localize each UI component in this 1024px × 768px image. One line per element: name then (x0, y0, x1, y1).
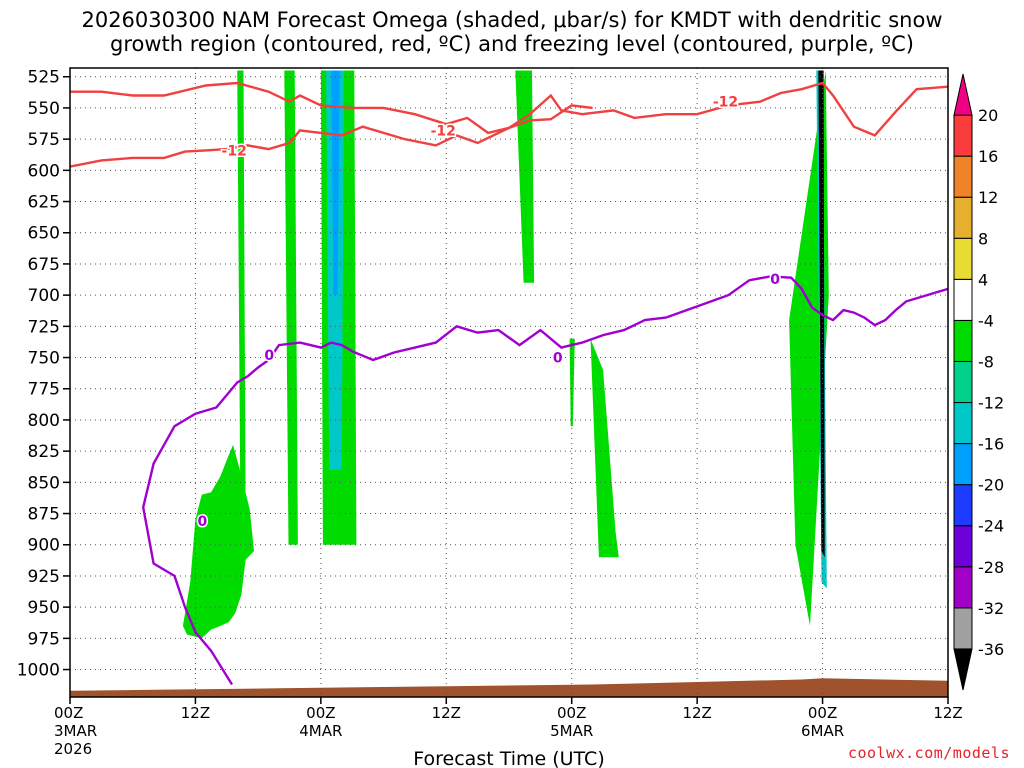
chart-title-line1: 2026030300 NAM Forecast Omega (shaded, μ… (81, 8, 943, 32)
freezing-level-label-1: 0 (264, 348, 274, 364)
y-tick-label: 825 (28, 442, 60, 462)
y-tick-label: 675 (28, 255, 60, 275)
colorbar-level-label: 20 (978, 106, 998, 125)
colorbar-swatch-2 (953, 566, 973, 609)
colorbar-level-label: 12 (978, 188, 998, 207)
freezing-level-label-2: 0 (553, 351, 563, 367)
y-tick-label: 600 (28, 161, 60, 181)
colorbar-level-label: -8 (978, 352, 994, 371)
chart-title-line2: growth region (contoured, red, ºC) and f… (110, 32, 914, 56)
y-tick-label: 550 (28, 99, 60, 119)
omega-region-low-level-lift (182, 444, 254, 639)
colorbar-level-label: -4 (978, 311, 994, 330)
x-tick-label-time: 12Z (432, 704, 461, 722)
source-credit[interactable]: coolwx.com/models (847, 744, 1010, 762)
y-tick-label: 800 (28, 411, 60, 431)
x-tick-label-date: 6MAR (801, 722, 844, 740)
colorbar-level-label: -36 (978, 640, 1004, 659)
x-tick-label-date: 5MAR (550, 722, 593, 740)
y-tick-label: 775 (28, 380, 60, 400)
colorbar-swatch-12 (953, 155, 973, 198)
colorbar-swatch-1 (953, 607, 973, 650)
x-tick-label-time: 00Z (306, 704, 335, 722)
freezing-level-curve (141, 275, 948, 686)
colorbar-swatch-14 (953, 73, 973, 116)
freezing-level-label-3: 0 (770, 272, 780, 288)
y-tick-label: 850 (28, 473, 60, 493)
x-tick-label-year: 2026 (54, 740, 92, 758)
plot-frame (69, 67, 949, 698)
y-tick-label: 700 (28, 286, 60, 306)
x-axis-title: Forecast Time (UTC) (413, 748, 604, 768)
colorbar-level-label: 16 (978, 147, 998, 166)
x-tick-label-time: 12Z (682, 704, 711, 722)
y-tick-label: 650 (28, 224, 60, 244)
x-tick-label-date: 4MAR (299, 722, 342, 740)
colorbar-level-label: -20 (978, 476, 1004, 495)
colorbar-swatch-0 (953, 648, 973, 691)
colorbar-swatch-6 (953, 402, 973, 445)
colorbar-level-label: -16 (978, 435, 1004, 454)
omega-region-5MAR-lift (590, 338, 619, 558)
colorbar-swatch-5 (953, 443, 973, 486)
omega-region-band-2 (284, 70, 298, 545)
colorbar-level-label: -28 (978, 558, 1004, 577)
colorbar-level-label: -32 (978, 599, 1004, 618)
colorbar-swatch-3 (953, 525, 973, 568)
x-tick-label-time: 00Z (54, 704, 83, 722)
isotherm-minus12-curve-2 (70, 104, 593, 168)
y-tick-label: 875 (28, 505, 60, 525)
colorbar-level-label: -24 (978, 517, 1004, 536)
freezing-level-label-4: 0 (198, 514, 208, 530)
colorbar-level-label: 4 (978, 270, 988, 289)
y-tick-label: 575 (28, 130, 60, 150)
colorbar-swatch-9 (953, 278, 973, 321)
colorbar-swatch-13 (953, 114, 973, 157)
plot-area: -12 -12 -12 0 0 0 0 (70, 68, 948, 697)
y-tick-label: 625 (28, 193, 60, 213)
colorbar-swatch-4 (953, 484, 973, 527)
omega-region-early-5MAR (569, 338, 575, 427)
y-tick-label: 925 (28, 567, 60, 587)
colorbar-swatch-8 (953, 319, 973, 362)
y-tick-label: 750 (28, 349, 60, 369)
y-tick-label: 725 (28, 317, 60, 337)
colorbar-swatch-10 (953, 237, 973, 280)
y-tick-label: 1000 (17, 661, 60, 681)
colorbar-swatch-11 (953, 196, 973, 239)
isotherm-minus12-label-2: -12 (713, 95, 738, 111)
x-tick-label-time: 12Z (181, 704, 210, 722)
omega-region-band-3-inner (331, 70, 340, 296)
colorbar-level-label: 8 (978, 229, 988, 248)
omega-region-band-1 (237, 70, 246, 508)
y-tick-label: 525 (28, 68, 60, 88)
colorbar-level-label: -12 (978, 394, 1004, 413)
omega-region-pre-5MAR-band (515, 70, 535, 283)
isotherm-minus12-label-3: -12 (431, 123, 456, 139)
colorbar-swatch-7 (953, 360, 973, 404)
isotherm-minus12-label-1: -12 (222, 143, 247, 159)
x-tick-label-date: 3MAR (54, 722, 97, 740)
y-tick-label: 975 (28, 629, 60, 649)
terrain-fill (70, 678, 948, 697)
x-tick-label-time: 00Z (557, 704, 586, 722)
isotherm-minus12-curve-1 (70, 81, 948, 137)
y-tick-label: 950 (28, 598, 60, 618)
x-tick-label-time: 00Z (808, 704, 837, 722)
x-tick-label-time: 12Z (933, 704, 962, 722)
y-tick-label: 900 (28, 536, 60, 556)
